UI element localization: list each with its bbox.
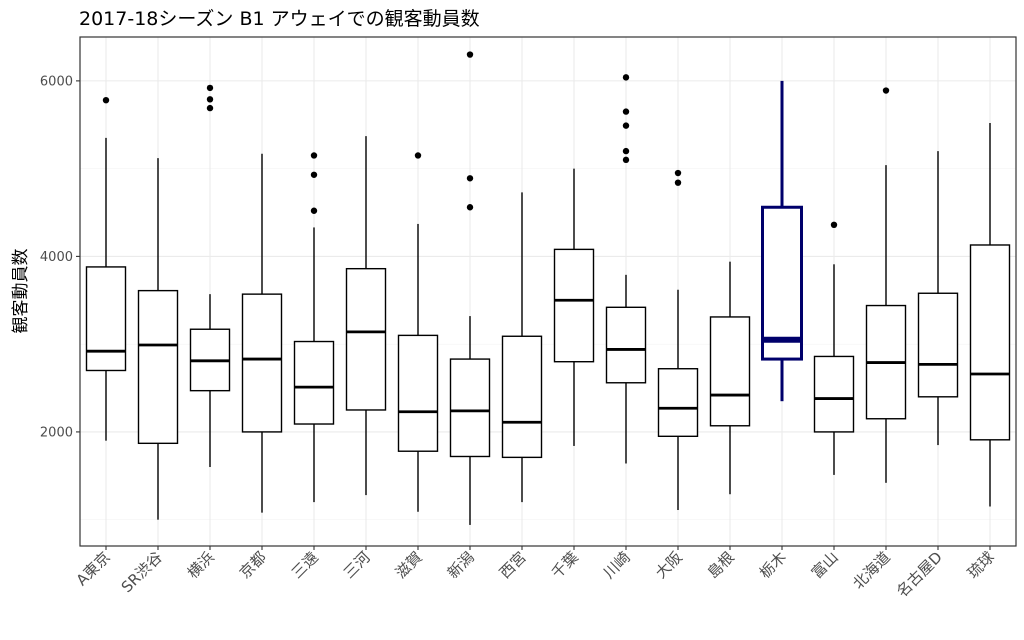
outlier-point xyxy=(466,175,474,182)
box-iqr xyxy=(761,205,803,361)
box-横浜 xyxy=(189,84,231,468)
outlier-point xyxy=(414,152,422,159)
outlier-point xyxy=(882,87,890,94)
outlier-point xyxy=(466,51,474,58)
chart-title: 2017-18シーズン B1 アウェイでの観客動員数 xyxy=(79,8,480,30)
box-iqr xyxy=(969,244,1011,441)
x-tick-label: 千葉 xyxy=(548,548,582,582)
box-iqr xyxy=(917,292,959,398)
outlier-point xyxy=(466,204,474,211)
y-tick-label: 2000 xyxy=(40,425,73,440)
box-三河 xyxy=(345,136,387,496)
outlier-point xyxy=(622,122,630,129)
outlier-point xyxy=(102,96,110,104)
box-SR渋谷 xyxy=(137,158,179,520)
box-iqr xyxy=(345,267,387,411)
outlier-point xyxy=(206,84,214,92)
plot-border xyxy=(79,36,1017,547)
x-tick-label: 琉球 xyxy=(964,548,998,582)
x-tick-label: 名古屋D xyxy=(893,548,946,601)
box-iqr xyxy=(501,335,543,459)
box-大阪 xyxy=(657,169,699,511)
box-千葉 xyxy=(553,168,595,446)
box-富山 xyxy=(813,221,855,475)
x-tick-label: 京都 xyxy=(236,548,270,582)
x-tick-label: 川崎 xyxy=(600,548,634,582)
outlier-point xyxy=(622,74,630,81)
x-tick-label: 大阪 xyxy=(652,548,686,582)
plot-area xyxy=(79,36,1017,547)
box-iqr xyxy=(293,340,335,425)
box-iqr xyxy=(449,358,491,458)
outlier-point xyxy=(622,108,630,115)
outlier-point xyxy=(674,169,682,177)
y-tick-label: 6000 xyxy=(40,74,73,89)
box-series xyxy=(85,51,1011,525)
x-axis: A東京 SR渋谷 横浜 京都 三遠 三河 滋賀 新潟 西宮 千葉 川崎 大阪 島根 栃木 富山 北海道 名古屋D… xyxy=(73,546,998,601)
box-iqr xyxy=(85,266,127,372)
y-axis-label: 観客動員数 xyxy=(11,249,31,334)
outlier-point xyxy=(622,147,630,155)
x-tick-label: 栃木 xyxy=(756,548,790,582)
y-tick-label: 4000 xyxy=(40,250,73,265)
box-京都 xyxy=(241,153,283,513)
box-A東京 xyxy=(85,96,127,441)
box-滋賀 xyxy=(397,152,439,512)
x-tick-label: 三遠 xyxy=(288,548,322,582)
x-tick-label: 西宮 xyxy=(496,548,530,582)
box-名古屋D xyxy=(917,151,959,446)
outlier-point xyxy=(674,179,682,186)
outlier-point xyxy=(310,152,318,159)
box-iqr xyxy=(241,293,283,433)
outlier-point xyxy=(622,156,630,164)
box-iqr xyxy=(137,289,179,445)
x-tick-label: 三河 xyxy=(340,548,374,582)
box-iqr xyxy=(813,355,855,433)
box-iqr xyxy=(709,316,751,427)
box-川崎 xyxy=(605,74,647,464)
box-iqr xyxy=(553,248,595,363)
outlier-point xyxy=(206,96,214,103)
x-tick-label: 島根 xyxy=(704,548,738,582)
box-西宮 xyxy=(501,192,543,503)
y-axis: 2000 4000 6000 xyxy=(40,74,80,440)
box-栃木 xyxy=(761,80,803,402)
x-tick-label: A東京 xyxy=(73,548,114,589)
box-iqr xyxy=(397,334,439,452)
x-tick-label: SR渋谷 xyxy=(118,548,166,596)
box-琉球 xyxy=(969,123,1011,507)
outlier-point xyxy=(206,104,214,112)
box-新潟 xyxy=(449,51,491,525)
x-tick-label: 北海道 xyxy=(849,548,894,593)
plot-background xyxy=(80,37,1016,546)
x-tick-label: 富山 xyxy=(808,548,842,582)
box-iqr xyxy=(605,306,647,384)
box-北海道 xyxy=(865,87,907,483)
x-tick-label: 滋賀 xyxy=(392,548,426,582)
box-島根 xyxy=(709,261,751,495)
x-tick-label: 新潟 xyxy=(444,548,478,582)
box-iqr xyxy=(657,368,699,438)
outlier-point xyxy=(830,221,838,229)
x-tick-label: 横浜 xyxy=(184,548,218,582)
outlier-point xyxy=(310,171,318,178)
outlier-point xyxy=(310,207,318,214)
box-三遠 xyxy=(293,152,335,503)
